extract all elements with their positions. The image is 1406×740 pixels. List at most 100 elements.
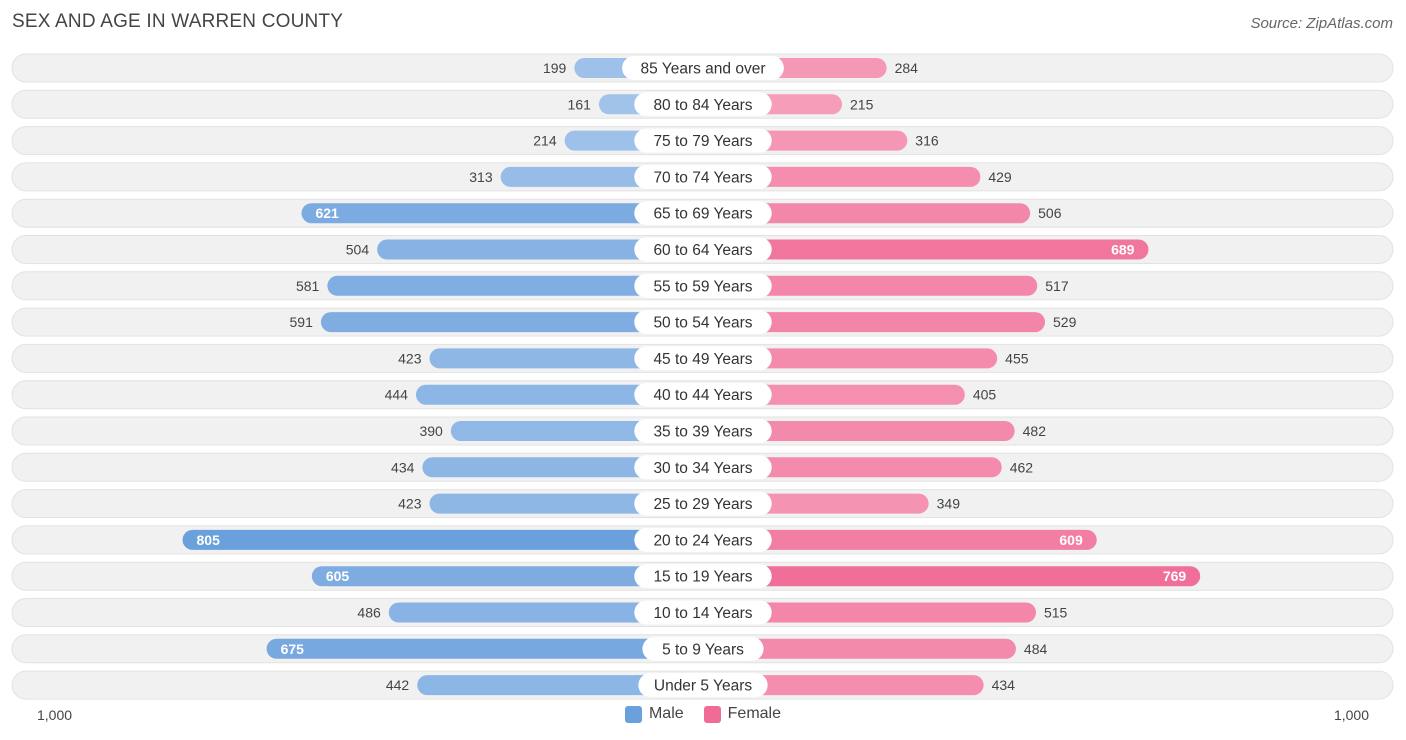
value-label-male: 423	[398, 496, 422, 512]
bar-female[interactable]	[703, 566, 1201, 587]
value-label-male: 675	[281, 641, 305, 657]
bar-male[interactable]	[415, 384, 703, 405]
category-label: 60 to 64 Years	[653, 242, 752, 259]
bar-male[interactable]	[377, 239, 703, 260]
category-label-background	[634, 164, 772, 189]
category-label: 45 to 49 Years	[653, 351, 752, 368]
category-label: 55 to 59 Years	[653, 278, 752, 295]
category-label-background	[634, 201, 772, 226]
bar-female[interactable]	[703, 675, 984, 696]
chart-row: 444 405 40 to 44 Years	[11, 380, 1394, 410]
value-label-male: 434	[391, 459, 415, 475]
value-label-male: 805	[197, 532, 221, 548]
value-label-female: 316	[915, 133, 939, 149]
category-label: 5 to 9 Years	[662, 641, 744, 658]
bar-male[interactable]	[429, 348, 703, 369]
value-label-female: 215	[850, 96, 874, 112]
category-label: 80 to 84 Years	[653, 97, 752, 114]
value-label-female: 769	[1163, 568, 1187, 584]
category-label: 65 to 69 Years	[653, 206, 752, 223]
category-label-background	[634, 455, 772, 480]
category-label-background	[634, 310, 772, 335]
bar-female[interactable]	[703, 166, 981, 187]
bar-female[interactable]	[703, 348, 998, 369]
bar-female[interactable]	[703, 602, 1036, 623]
legend: Male Female	[0, 705, 1406, 723]
chart-row: 486 515 10 to 14 Years	[11, 598, 1394, 627]
category-label-background	[634, 527, 772, 552]
value-label-male: 423	[398, 350, 422, 366]
bar-female[interactable]	[703, 457, 1002, 478]
chart-row: 605 769 15 to 19 Years	[11, 561, 1394, 591]
category-label-background	[638, 673, 768, 698]
value-label-male: 161	[568, 96, 592, 112]
chart-title: SEX AND AGE IN WARREN COUNTY	[12, 11, 344, 32]
category-label-background	[622, 56, 784, 80]
value-label-male: 621	[315, 205, 339, 221]
bar-male[interactable]	[422, 457, 703, 478]
bar-male[interactable]	[417, 675, 703, 696]
category-label: 20 to 24 Years	[653, 532, 752, 549]
value-label-male: 444	[385, 387, 409, 403]
legend-swatch-female	[703, 705, 721, 723]
category-label-background	[634, 92, 772, 117]
category-label: 75 to 79 Years	[653, 133, 752, 150]
bar-female[interactable]	[703, 638, 1016, 659]
chart-row: 423 455 45 to 49 Years	[11, 343, 1394, 373]
value-label-female: 517	[1045, 278, 1069, 294]
value-label-female: 434	[992, 677, 1016, 693]
chart-row: 214 316 75 to 79 Years	[11, 126, 1394, 156]
value-label-female: 484	[1024, 641, 1048, 657]
category-label: 10 to 14 Years	[653, 605, 752, 622]
category-label-background	[634, 382, 772, 407]
legend-label-male: Male	[648, 705, 684, 722]
chart-row: 423 349 25 to 29 Years	[11, 489, 1394, 519]
legend-item-male[interactable]: Male	[624, 705, 684, 723]
chart-row: 591 529 50 to 54 Years	[11, 307, 1394, 337]
bar-male[interactable]	[388, 602, 703, 623]
bar-male[interactable]	[311, 566, 703, 587]
bar-male[interactable]	[327, 275, 703, 296]
bar-female[interactable]	[703, 203, 1031, 224]
legend-swatch-male	[624, 705, 642, 723]
value-label-female: 405	[973, 387, 997, 403]
bar-female[interactable]	[703, 275, 1038, 296]
category-label: 50 to 54 Years	[653, 315, 752, 332]
bar-female[interactable]	[703, 312, 1046, 333]
category-label: Under 5 Years	[654, 678, 752, 695]
value-label-female: 609	[1059, 532, 1083, 548]
value-label-male: 313	[469, 169, 493, 185]
chart-row: 805 609 20 to 24 Years	[11, 525, 1394, 555]
value-label-female: 429	[988, 169, 1012, 185]
category-label-background	[634, 564, 772, 589]
bar-male[interactable]	[320, 312, 703, 333]
bar-male[interactable]	[429, 493, 703, 514]
category-label: 70 to 74 Years	[653, 169, 752, 186]
value-label-male: 504	[346, 242, 370, 258]
bar-female[interactable]	[703, 421, 1015, 441]
bar-male[interactable]	[182, 529, 704, 550]
legend-item-female[interactable]: Female	[703, 705, 781, 723]
chart-source: Source: ZipAtlas.com	[1250, 15, 1393, 32]
category-label-background	[634, 128, 772, 153]
category-label: 25 to 29 Years	[653, 496, 752, 513]
axis-label-left: 1,000	[37, 707, 73, 723]
chart-row: 161 215 80 to 84 Years	[11, 89, 1394, 119]
bar-male[interactable]	[266, 638, 703, 659]
value-label-female: 515	[1044, 605, 1068, 621]
category-label: 85 Years and over	[641, 61, 766, 78]
chart-row: 504 689 60 to 64 Years	[11, 235, 1394, 264]
value-label-male: 591	[290, 314, 314, 330]
chart-row: 442 434 Under 5 Years	[11, 670, 1394, 700]
bar-male[interactable]	[301, 203, 703, 224]
bar-female[interactable]	[703, 529, 1097, 550]
value-label-male: 214	[533, 133, 557, 149]
value-label-female: 689	[1111, 242, 1135, 258]
bar-female[interactable]	[703, 239, 1149, 260]
category-label: 35 to 39 Years	[653, 424, 752, 441]
category-label-background	[634, 273, 772, 298]
chart-row: 434 462 30 to 34 Years	[11, 452, 1394, 482]
value-label-male: 581	[296, 278, 320, 294]
category-label-background	[642, 636, 764, 661]
value-label-male: 442	[386, 677, 410, 693]
